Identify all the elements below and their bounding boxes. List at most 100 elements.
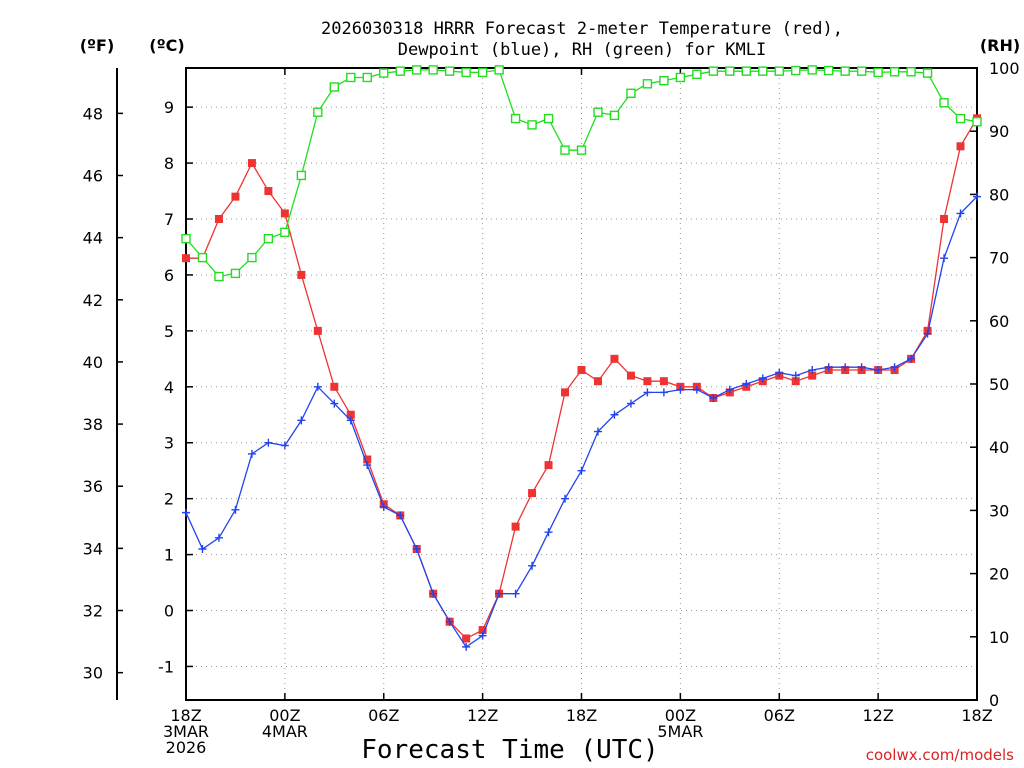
dewpoint-point — [346, 416, 355, 425]
rh-point — [543, 113, 554, 124]
rh-unit-label: (RH) — [980, 36, 1020, 55]
dewpoint-point — [231, 505, 240, 514]
rh-point — [593, 107, 603, 117]
dewpoint-point — [857, 363, 866, 372]
dewpoint-point — [692, 385, 701, 394]
dewpoint-point — [758, 374, 767, 383]
temperature-point — [346, 410, 355, 419]
celsius-tick-label: 6 — [164, 266, 174, 285]
rh-point — [823, 65, 834, 76]
temperature-point — [791, 377, 800, 386]
temperature-point — [808, 371, 817, 380]
dewpoint-point — [297, 416, 306, 425]
dewpoint-point — [577, 466, 586, 475]
rh-point — [296, 170, 307, 181]
chart-title-line2: Dewpoint (blue), RH (green) for KMLI — [398, 40, 766, 60]
rh-tick-label: 40 — [989, 438, 1009, 457]
rh-point — [510, 113, 521, 124]
temperature-point — [231, 192, 240, 201]
dewpoint-point — [775, 368, 784, 377]
rh-point — [247, 252, 257, 263]
dewpoint-line — [185, 196, 978, 648]
dewpoint-point — [528, 561, 537, 570]
celsius-tick-label: 3 — [164, 434, 174, 453]
dewpoint-point — [973, 192, 981, 201]
rh-point — [807, 65, 817, 75]
dewpoint-point — [182, 508, 190, 517]
rh-point — [214, 271, 224, 282]
dewpoint-point — [544, 528, 553, 537]
rh-point — [412, 65, 422, 75]
temperature-point — [643, 377, 652, 386]
celsius-tick-label: 4 — [164, 378, 174, 397]
temperature-point — [264, 187, 273, 196]
rh-tick-label: 80 — [989, 185, 1009, 204]
fahrenheit-tick-label: 46 — [83, 167, 103, 186]
x-tick-label: 00Z — [665, 706, 696, 725]
rh-point — [576, 145, 587, 155]
temperature-point — [659, 377, 668, 386]
fahrenheit-tick-label: 42 — [83, 291, 103, 310]
rh-point — [362, 72, 372, 83]
rh-point — [906, 67, 916, 77]
dewpoint-point — [462, 642, 471, 651]
dewpoint-point — [379, 503, 388, 512]
dewpoint-point — [956, 209, 965, 218]
temperature-point — [313, 326, 322, 335]
celsius-tick-label: -1 — [158, 657, 174, 676]
temperature-point — [297, 270, 306, 279]
rh-point — [609, 110, 620, 121]
x-tick-label: 4MAR — [262, 722, 308, 741]
x-axis-label: Forecast Time (UTC) — [361, 735, 658, 765]
x-tick-label: 06Z — [764, 706, 795, 725]
rh-point — [774, 66, 784, 76]
rh-point — [889, 67, 900, 77]
x-tick-label: 00Z — [269, 706, 300, 725]
x-tick-label: 3MAR — [163, 722, 209, 741]
temperature-point — [214, 215, 223, 224]
rh-point — [791, 65, 801, 76]
x-tick-label: 18Z — [170, 706, 201, 725]
rh-point — [972, 117, 982, 127]
celsius-tick-label: 8 — [164, 154, 174, 173]
rh-point — [856, 66, 867, 76]
fahrenheit-tick-label: 34 — [83, 539, 103, 558]
fahrenheit-tick-label: 38 — [83, 415, 103, 434]
rh-tick-label: 20 — [989, 565, 1009, 584]
temperature-point — [247, 159, 256, 168]
celsius-tick-label: 1 — [164, 546, 174, 565]
rh-point — [263, 233, 274, 244]
rh-point — [642, 79, 653, 89]
dewpoint-point — [808, 366, 817, 375]
rh-point — [708, 66, 719, 76]
dewpoint-point — [593, 427, 602, 436]
dewpoint-point — [264, 438, 273, 447]
temperature-point — [626, 371, 635, 380]
dewpoint-point — [511, 589, 520, 598]
x-tick-label: 18Z — [566, 706, 597, 725]
rh-point — [313, 107, 323, 117]
rh-point — [560, 145, 570, 155]
celsius-tick-label: 0 — [164, 602, 174, 621]
celsius-tick-label: 9 — [164, 98, 174, 117]
dewpoint-point — [330, 399, 339, 408]
dewpoint-point — [791, 371, 800, 380]
dewpoint-point — [626, 399, 635, 408]
dewpoint-point — [874, 366, 883, 375]
rh-point — [659, 75, 669, 86]
dewpoint-point — [907, 354, 916, 363]
rh-point — [840, 66, 850, 76]
x-tick-label: 5MAR — [657, 722, 703, 741]
data-series — [181, 65, 982, 651]
dewpoint-point — [923, 329, 932, 338]
temperature-point — [528, 489, 537, 498]
dewpoint-point — [313, 382, 322, 391]
fahrenheit-tick-label: 36 — [83, 477, 103, 496]
rh-point — [329, 82, 340, 92]
x-tick-label: 18Z — [961, 706, 992, 725]
dewpoint-point — [280, 441, 289, 450]
dewpoint-point — [396, 511, 405, 520]
fahrenheit-tick-label: 48 — [83, 104, 103, 123]
temperature-point — [593, 377, 602, 386]
celsius-tick-label: 7 — [164, 210, 174, 229]
